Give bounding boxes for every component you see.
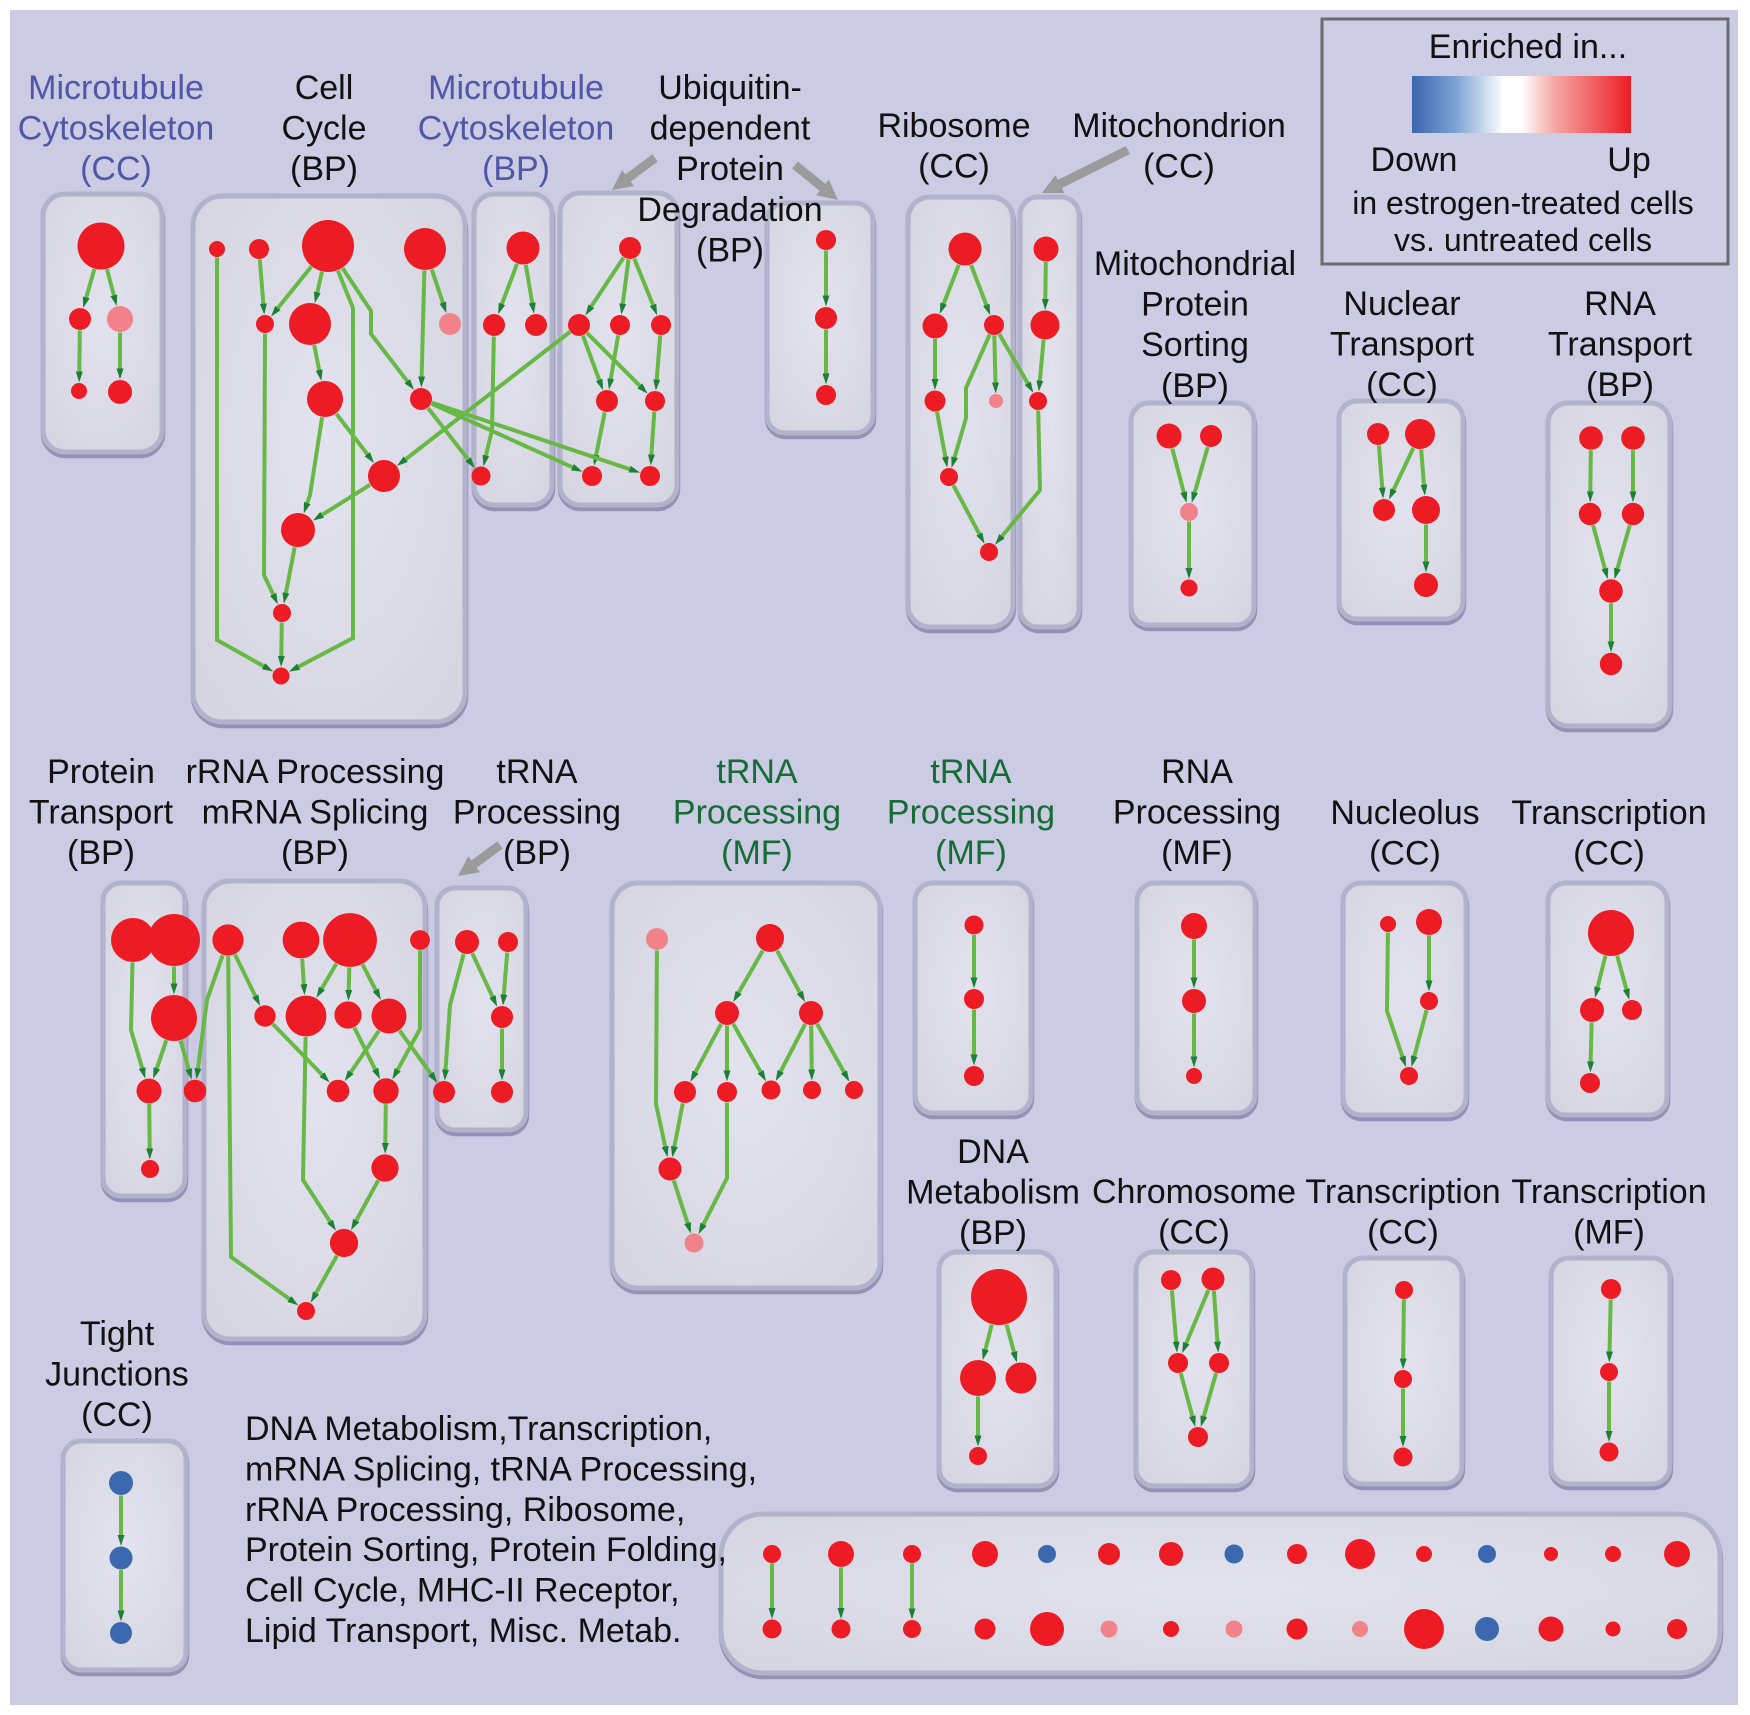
svg-text:Degradation: Degradation [637,191,822,229]
svg-text:Microtubule: Microtubule [28,69,204,107]
svg-text:(MF): (MF) [1573,1214,1645,1252]
svg-text:tRNA: tRNA [930,753,1012,791]
svg-text:(BP): (BP) [482,150,550,188]
svg-text:Processing: Processing [453,794,621,832]
svg-text:Transport: Transport [29,794,174,832]
svg-text:Protein: Protein [1141,286,1249,324]
svg-text:(BP): (BP) [281,834,349,872]
svg-text:Chromosome: Chromosome [1092,1173,1296,1211]
svg-text:(MF): (MF) [1161,834,1233,872]
svg-text:RNA: RNA [1161,753,1233,791]
svg-text:Up: Up [1607,141,1650,179]
svg-text:(CC): (CC) [1158,1214,1230,1252]
svg-text:Nuclear: Nuclear [1343,285,1460,323]
svg-text:(BP): (BP) [67,834,135,872]
svg-text:Protein Sorting, Protein Foldi: Protein Sorting, Protein Folding, [245,1531,727,1569]
svg-text:mRNA Splicing, tRNA Processing: mRNA Splicing, tRNA Processing, [245,1450,757,1488]
svg-text:(BP): (BP) [290,150,358,188]
svg-text:in estrogen-treated cells: in estrogen-treated cells [1352,185,1694,221]
svg-text:Nucleolus: Nucleolus [1330,794,1479,832]
svg-text:Processing: Processing [887,794,1055,832]
svg-text:(BP): (BP) [503,834,571,872]
svg-text:Cell: Cell [295,69,354,107]
svg-text:(CC): (CC) [1369,835,1441,873]
svg-text:(MF): (MF) [721,834,793,872]
svg-text:(BP): (BP) [696,231,764,269]
svg-text:DNA: DNA [957,1133,1029,1171]
svg-text:Ribosome: Ribosome [877,107,1030,145]
svg-text:Processing: Processing [673,794,841,832]
svg-text:Protein: Protein [676,150,784,188]
svg-text:(MF): (MF) [935,834,1007,872]
svg-text:(CC): (CC) [1366,366,1438,404]
svg-text:(CC): (CC) [1143,148,1215,186]
svg-text:Cell Cycle, MHC-II Receptor,: Cell Cycle, MHC-II Receptor, [245,1572,680,1610]
svg-text:Enriched in...: Enriched in... [1429,28,1627,66]
svg-text:(CC): (CC) [1367,1214,1439,1252]
svg-text:Ubiquitin-: Ubiquitin- [658,69,802,107]
svg-text:RNA: RNA [1584,285,1656,323]
svg-text:Mitochondrial: Mitochondrial [1094,245,1296,283]
svg-text:Cytoskeleton: Cytoskeleton [418,110,615,148]
svg-text:(CC): (CC) [81,1396,153,1434]
svg-text:Protein: Protein [47,753,155,791]
svg-text:Sorting: Sorting [1141,326,1249,364]
svg-text:tRNA: tRNA [496,753,578,791]
svg-text:Lipid Transport, Misc. Metab.: Lipid Transport, Misc. Metab. [245,1612,682,1650]
svg-text:mRNA Splicing: mRNA Splicing [202,794,429,832]
svg-text:Processing: Processing [1113,794,1281,832]
svg-text:Transcription: Transcription [1305,1173,1500,1211]
svg-text:Metabolism: Metabolism [906,1174,1080,1212]
svg-text:dependent: dependent [650,110,811,148]
svg-text:Transport: Transport [1330,326,1475,364]
svg-text:Cytoskeleton: Cytoskeleton [18,110,215,148]
svg-text:Microtubule: Microtubule [428,69,604,107]
svg-text:Transcription: Transcription [1511,794,1706,832]
svg-text:Transport: Transport [1548,326,1693,364]
svg-text:Transcription: Transcription [1511,1173,1706,1211]
svg-text:rRNA Processing: rRNA Processing [186,753,445,791]
svg-text:Mitochondrion: Mitochondrion [1072,107,1286,145]
svg-text:vs. untreated cells: vs. untreated cells [1394,222,1652,258]
svg-text:(BP): (BP) [1161,367,1229,405]
svg-text:(BP): (BP) [959,1214,1027,1252]
svg-text:(CC): (CC) [918,148,990,186]
svg-text:tRNA: tRNA [716,753,798,791]
svg-text:(CC): (CC) [80,150,152,188]
svg-text:Down: Down [1371,141,1458,179]
svg-text:(CC): (CC) [1573,835,1645,873]
svg-text:Cycle: Cycle [281,110,366,148]
svg-text:(BP): (BP) [1586,366,1654,404]
svg-text:rRNA Processing, Ribosome,: rRNA Processing, Ribosome, [245,1491,685,1529]
svg-text:Tight: Tight [80,1315,155,1353]
svg-text:Junctions: Junctions [45,1356,189,1394]
svg-text:DNA Metabolism,Transcription,: DNA Metabolism,Transcription, [245,1410,712,1448]
